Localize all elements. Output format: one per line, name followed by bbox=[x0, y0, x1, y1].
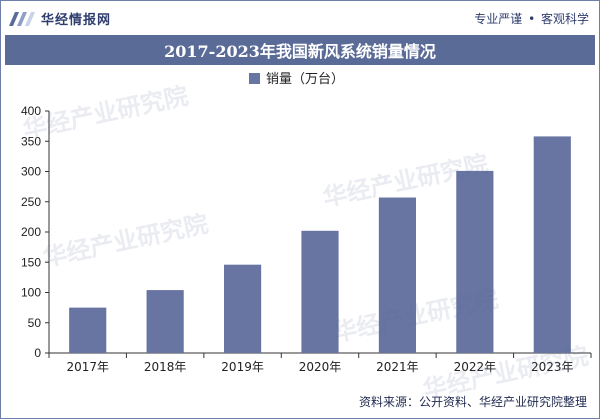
logo: 华经情报网 bbox=[9, 9, 111, 28]
y-tick-label: 100 bbox=[21, 286, 41, 300]
legend: 销量（万台） bbox=[249, 72, 344, 87]
logo-text: 华经情报网 bbox=[41, 13, 112, 28]
x-tick-label: 2021年 bbox=[376, 360, 419, 374]
x-tick-label: 2022年 bbox=[454, 360, 497, 374]
y-tick-label: 300 bbox=[21, 165, 41, 179]
bullet-icon: • bbox=[524, 12, 539, 26]
bar bbox=[69, 307, 107, 353]
legend-label: 销量（万台） bbox=[266, 72, 344, 87]
x-tick-label: 2018年 bbox=[144, 360, 187, 374]
slogan-left: 专业严谨 bbox=[474, 12, 523, 26]
slogan-right: 客观科学 bbox=[540, 12, 589, 26]
bar bbox=[378, 197, 417, 353]
bars bbox=[69, 136, 571, 353]
y-tick-label: 0 bbox=[34, 346, 41, 360]
bar bbox=[301, 230, 339, 353]
x-tick-label: 2019年 bbox=[221, 360, 264, 374]
x-tick-label: 2017年 bbox=[66, 360, 109, 374]
y-tick-label: 50 bbox=[28, 316, 42, 330]
x-tick-label: 2023年 bbox=[531, 360, 574, 374]
y-tick-label: 350 bbox=[21, 134, 41, 148]
title-bar: 2017-2023年我国新风系统销量情况 bbox=[5, 35, 595, 65]
top-bar: 华经情报网 专业严谨 • 客观科学 bbox=[1, 1, 599, 33]
source-note: 资料来源：公开资料、华经产业研究院整理 bbox=[358, 395, 587, 409]
logo-mark-icon bbox=[9, 10, 35, 28]
y-tick-label: 150 bbox=[21, 255, 41, 269]
x-axis: 2017年 2018年 2019年 2020年 2021年 2022年 2023年 bbox=[48, 352, 592, 374]
y-tick-label: 400 bbox=[21, 104, 41, 118]
bar bbox=[456, 170, 494, 353]
bar bbox=[223, 264, 262, 353]
x-tick-label: 2020年 bbox=[299, 360, 342, 374]
bar bbox=[146, 290, 184, 353]
chart-title: 2017-2023年我国新风系统销量情况 bbox=[164, 42, 436, 61]
bar bbox=[533, 136, 571, 353]
legend-swatch bbox=[249, 73, 260, 84]
slogan: 专业严谨 • 客观科学 bbox=[474, 10, 589, 27]
y-tick-label: 200 bbox=[21, 225, 41, 239]
bar-chart: 0 50 100 150 200 250 300 350 400 2017年 2018年 2019年… bbox=[21, 72, 592, 374]
y-axis: 0 50 100 150 200 250 300 350 400 bbox=[21, 104, 50, 360]
y-tick-label: 250 bbox=[21, 195, 41, 209]
